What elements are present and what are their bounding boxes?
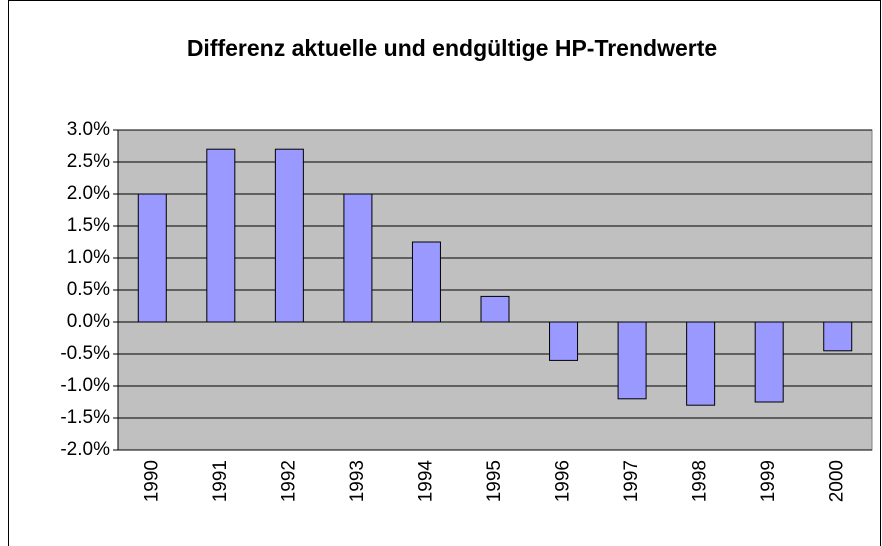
x-tick-label: 1990 [141,460,162,502]
y-tick-label: -1.0% [60,375,110,396]
bar [617,321,647,400]
y-tick-label: 1.5% [67,215,110,236]
bar [137,193,167,323]
bar [549,321,579,361]
x-tick-label: 1996 [553,460,574,502]
x-tick-label: 1993 [347,460,368,502]
x-tick-label: 1992 [278,460,299,502]
bar [274,148,304,323]
x-tick-label: 1999 [758,460,779,502]
bar [206,148,236,323]
x-tick-label: 1994 [415,460,436,503]
y-tick-label: 1.0% [67,247,110,268]
bar [754,321,784,403]
y-tick-label: 0.5% [67,279,110,300]
bar [343,193,373,323]
bar [686,321,716,406]
y-tick-label: -2.0% [60,439,110,460]
y-tick-label: -0.5% [60,343,110,364]
y-tick-label: -1.5% [60,407,110,428]
x-tick-label: 1991 [210,460,231,502]
bar [823,321,853,352]
y-tick-label: 2.0% [67,183,110,204]
y-tick-label: 2.5% [67,151,110,172]
x-tick-label: 1997 [621,460,642,502]
x-tick-label: 2000 [827,460,848,502]
bar [411,241,441,323]
x-tick-label: 1995 [484,460,505,502]
y-tick-label: 3.0% [67,119,110,140]
x-tick-label: 1998 [690,460,711,502]
bar [480,295,510,323]
y-tick-label: 0.0% [67,311,110,332]
chart-title: Differenz aktuelle und endgültige HP-Tre… [187,35,717,61]
